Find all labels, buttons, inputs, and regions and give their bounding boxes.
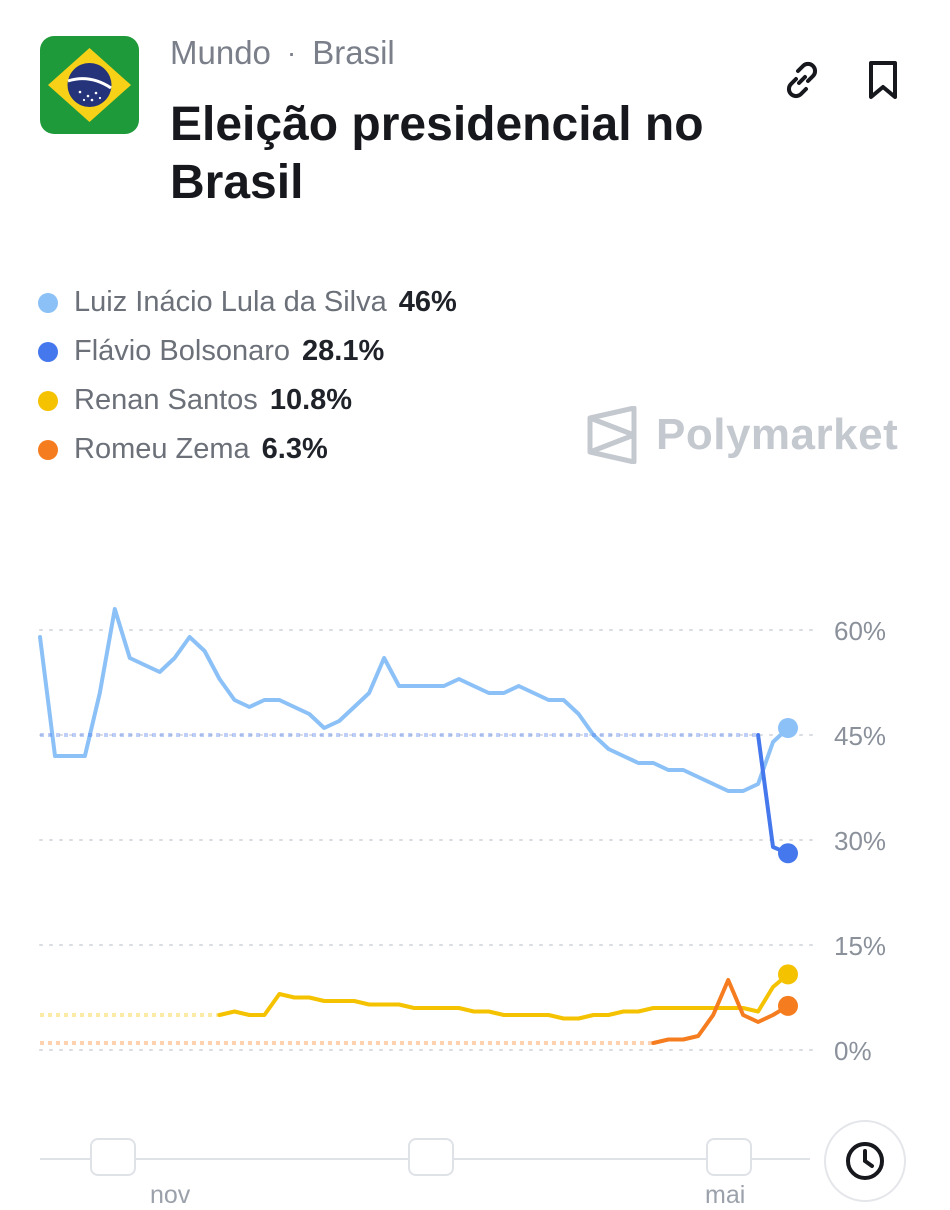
bookmark-button[interactable] — [861, 58, 905, 102]
legend-item-flavio-bolsonaro: Flávio Bolsonaro 28.1% — [38, 327, 457, 376]
legend-dot — [38, 390, 58, 411]
breadcrumb: Mundo · Brasil — [170, 34, 395, 72]
price-chart[interactable]: 60% 45% 30% 15% 0% — [0, 560, 950, 1100]
link-button[interactable] — [780, 58, 824, 102]
clock-icon — [846, 1142, 884, 1180]
time-range-button[interactable] — [824, 1120, 906, 1202]
series-line-2 — [217, 972, 790, 1021]
timeline-label-mai: mai — [705, 1181, 746, 1209]
legend-name: Renan Santos — [74, 384, 258, 416]
legend-value: 46% — [398, 286, 457, 318]
series-line-3 — [651, 978, 790, 1045]
legend-value: 28.1% — [302, 335, 385, 367]
breadcrumb-item-mundo[interactable]: Mundo — [170, 34, 271, 71]
page-title: Eleição presidencial no Brasil — [170, 98, 704, 209]
timeline-label-nov: nov — [150, 1181, 191, 1209]
link-icon — [786, 61, 818, 99]
bookmark-icon — [869, 61, 897, 99]
timeline-handle[interactable] — [706, 1138, 752, 1176]
y-tick-label: 0% — [834, 1036, 872, 1066]
series-endpoint-2 — [778, 964, 798, 985]
series-endpoint-1 — [778, 843, 798, 864]
y-tick-label: 60% — [834, 616, 886, 646]
chart-legend: Luiz Inácio Lula da Silva 46% Flávio Bol… — [38, 278, 457, 474]
polymarket-watermark: Polymarket — [586, 406, 898, 464]
y-tick-label: 15% — [834, 931, 886, 961]
y-tick-label: 45% — [834, 721, 886, 751]
series-line-1 — [756, 733, 790, 856]
legend-value: 6.3% — [261, 433, 328, 465]
legend-item-romeu-zema: Romeu Zema 6.3% — [38, 425, 457, 474]
legend-name: Luiz Inácio Lula da Silva — [74, 286, 387, 318]
series-endpoint-3 — [778, 995, 798, 1016]
legend-item-lula: Luiz Inácio Lula da Silva 46% — [38, 278, 457, 327]
breadcrumb-separator: · — [286, 37, 297, 68]
legend-name: Romeu Zema — [74, 433, 250, 465]
series-line-0 — [38, 607, 790, 793]
breadcrumb-item-brasil[interactable]: Brasil — [312, 34, 395, 71]
legend-item-renan-santos: Renan Santos 10.8% — [38, 376, 457, 425]
watermark-text: Polymarket — [656, 410, 899, 459]
polymarket-logo-icon — [587, 406, 637, 464]
legend-dot — [38, 439, 58, 460]
timeline-handle[interactable] — [408, 1138, 454, 1176]
timeline-handle[interactable] — [90, 1138, 136, 1176]
legend-dot — [38, 292, 58, 313]
legend-dot — [38, 341, 58, 362]
series-endpoint-0 — [778, 718, 798, 738]
y-tick-label: 30% — [834, 826, 886, 856]
brazil-flag-icon — [40, 36, 139, 134]
legend-value: 10.8% — [269, 384, 353, 416]
legend-name: Flávio Bolsonaro — [74, 335, 290, 367]
